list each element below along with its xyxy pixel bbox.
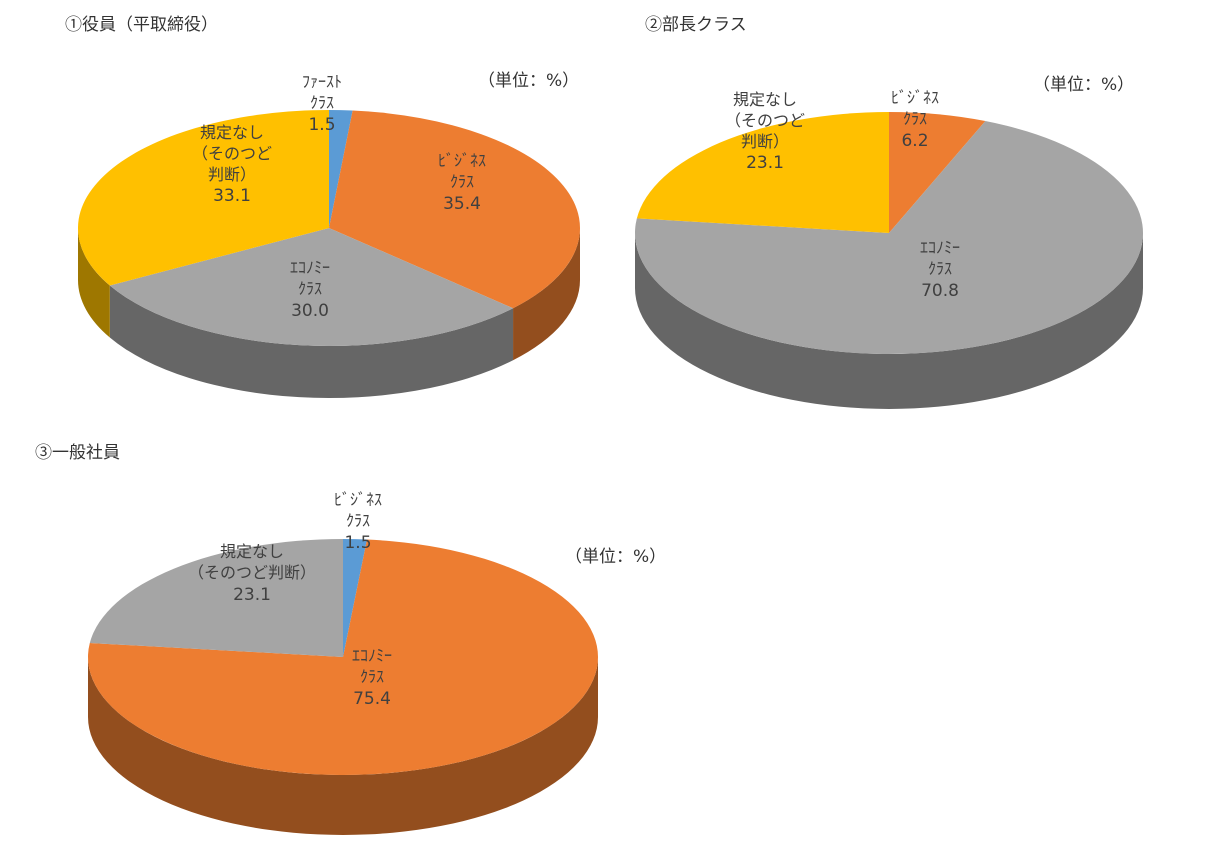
slice	[635, 121, 1143, 354]
category-label: ｴｺﾉﾐｰ ｸﾗｽ	[919, 238, 961, 278]
slice-label: ｴｺﾉﾐｰ ｸﾗｽ 75.4	[352, 646, 392, 710]
value-label: 6.2	[901, 130, 929, 151]
slice	[329, 110, 353, 228]
chart-title: ③一般社員	[35, 443, 120, 463]
slice	[329, 110, 581, 309]
slice-side	[513, 228, 580, 361]
slice-label: ﾋﾞｼﾞﾈｽ ｸﾗｽ 1.5	[334, 490, 382, 554]
value-label: 23.1	[746, 153, 784, 174]
unit-label: （単位：%）	[1033, 75, 1135, 95]
slice-side	[78, 228, 110, 338]
value-label: 23.1	[233, 584, 271, 605]
chart-title: ①役員（平取締役）	[65, 15, 218, 35]
slice-label: ｴｺﾉﾐｰ ｸﾗｽ 70.8	[920, 238, 960, 302]
value-label: 75.4	[353, 688, 391, 709]
slice-label: ﾋﾞｼﾞﾈｽ ｸﾗｽ 35.4	[438, 151, 486, 215]
slice	[89, 539, 343, 657]
slice-side	[109, 285, 514, 398]
value-label: 33.1	[213, 186, 251, 207]
category-label: ﾋﾞｼﾞﾈｽ ｸﾗｽ	[890, 88, 940, 128]
slice-side	[635, 233, 1143, 409]
slice	[88, 539, 598, 776]
slice-label: 規定なし （そのつど 判断） 33.1	[192, 123, 272, 207]
category-label: 規定なし （そのつど 判断）	[191, 122, 273, 184]
value-label: 30.0	[291, 300, 329, 321]
value-label: 1.5	[308, 114, 336, 135]
category-label: 規定なし （そのつど 判断）	[724, 89, 806, 151]
value-label: 70.8	[921, 280, 959, 301]
slice-label: ﾋﾞｼﾞﾈｽ ｸﾗｽ 6.2	[891, 88, 939, 152]
slice	[636, 112, 889, 233]
slice	[889, 112, 986, 233]
slice	[77, 110, 329, 286]
slice	[109, 228, 514, 347]
category-label: ﾌｧｰｽﾄ ｸﾗｽ	[301, 72, 343, 112]
chart-title: ②部長クラス	[645, 15, 747, 35]
category-label: ｴｺﾉﾐｰ ｸﾗｽ	[289, 258, 331, 298]
unit-label: （単位：%）	[565, 547, 667, 567]
slice-side	[88, 657, 598, 835]
slice-label: 規定なし （そのつど判断） 23.1	[188, 542, 316, 606]
slice	[343, 539, 367, 657]
category-label: ﾋﾞｼﾞﾈｽ ｸﾗｽ	[333, 490, 383, 530]
slice-label: ﾌｧｰｽﾄ ｸﾗｽ 1.5	[302, 72, 342, 136]
value-label: 1.5	[344, 532, 372, 553]
category-label: 規定なし （そのつど判断）	[187, 542, 317, 582]
slice-label: ｴｺﾉﾐｰ ｸﾗｽ 30.0	[290, 258, 330, 322]
unit-label: （単位：%）	[478, 71, 580, 91]
category-label: ﾋﾞｼﾞﾈｽ ｸﾗｽ	[437, 151, 487, 191]
value-label: 35.4	[443, 193, 481, 214]
slice-label: 規定なし （そのつど 判断） 23.1	[725, 90, 805, 174]
category-label: ｴｺﾉﾐｰ ｸﾗｽ	[351, 646, 393, 686]
